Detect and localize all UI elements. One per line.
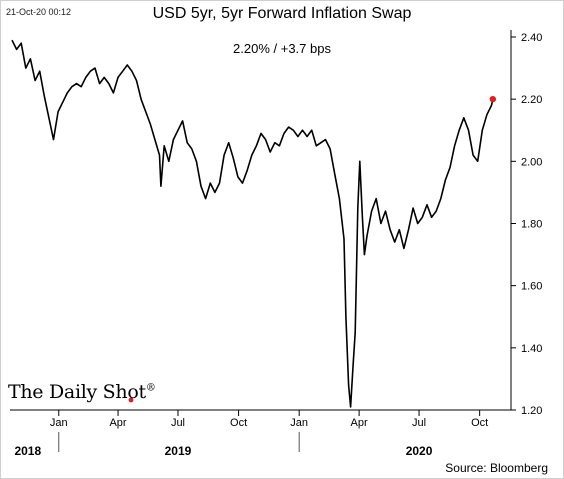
x-tick-label: Apr xyxy=(109,417,126,429)
x-tick-label: Jul xyxy=(412,417,426,429)
series-line xyxy=(11,39,494,408)
x-tick-label: Oct xyxy=(471,417,488,429)
year-label: 2020 xyxy=(406,444,433,458)
logo-text: The Daily Shot xyxy=(8,381,146,403)
x-tick-label: Jul xyxy=(171,417,185,429)
x-axis-ticks: Jan Apr Jul Oct Jan Apr Jul Oct xyxy=(50,410,488,429)
chart-subtitle: 2.20% / +3.7 bps xyxy=(233,41,331,56)
x-tick-label: Jan xyxy=(50,417,68,429)
year-label: 2019 xyxy=(165,444,192,458)
x-tick-label: Apr xyxy=(351,417,368,429)
logo-dot xyxy=(128,397,134,403)
the-daily-shot-logo: The Daily Shot® xyxy=(8,381,156,403)
y-tick-label: 1.40 xyxy=(521,343,542,355)
y-axis-ticks: 1.20 1.40 1.60 1.80 2.00 2.20 2.40 xyxy=(511,32,542,417)
timestamp: 21-Oct-20 00:12 xyxy=(6,7,72,17)
y-tick-label: 2.20 xyxy=(521,94,542,106)
logo-mark: ® xyxy=(145,382,156,394)
x-tick-label: Oct xyxy=(230,417,247,429)
year-label: 2018 xyxy=(14,444,41,458)
source-label: Source: Bloomberg xyxy=(445,461,548,475)
year-labels: 2018 2019 2020 xyxy=(14,432,433,458)
y-tick-label: 1.20 xyxy=(521,405,542,417)
last-value-marker xyxy=(489,95,497,103)
y-tick-label: 2.40 xyxy=(521,32,542,44)
y-tick-label: 1.80 xyxy=(521,219,542,231)
x-tick-label: Jan xyxy=(290,417,308,429)
chart-title: USD 5yr, 5yr Forward Inflation Swap xyxy=(152,5,412,22)
y-tick-label: 2.00 xyxy=(521,156,542,168)
y-tick-label: 1.60 xyxy=(521,281,542,293)
